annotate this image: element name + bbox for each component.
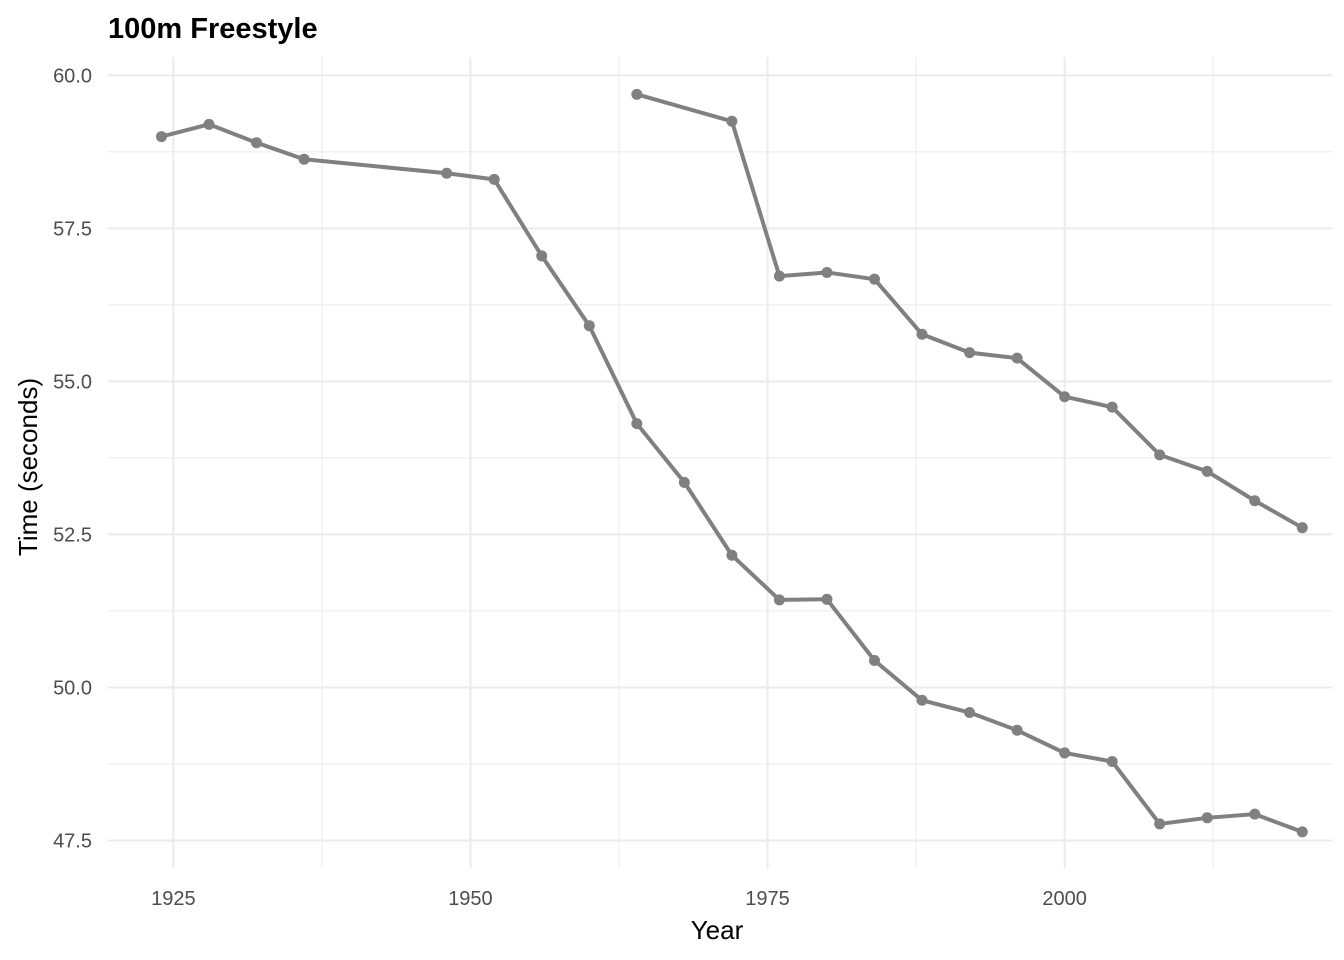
y-axis-tick-labels: 47.5 50.0 52.5 55.0 57.5 60.0	[53, 65, 92, 852]
x-tick-label: 1975	[745, 888, 790, 910]
series-1-point	[298, 153, 310, 165]
series-1-point	[203, 118, 215, 130]
minor-gridlines	[108, 57, 1332, 868]
series-1-point	[1011, 724, 1023, 736]
series-layer	[155, 88, 1308, 838]
series-2-point	[868, 273, 880, 285]
series-2-line	[634, 92, 1305, 530]
y-tick-label: 50.0	[53, 677, 92, 699]
series-2-point	[1201, 465, 1213, 477]
series-2-point	[821, 266, 833, 278]
series-2-point	[773, 270, 785, 282]
series-1-point	[1201, 812, 1213, 824]
series-1-point	[441, 167, 453, 179]
series-1-point	[251, 137, 263, 149]
series-1-point	[583, 320, 595, 332]
series-1-point	[536, 250, 548, 262]
series-1-point	[821, 593, 833, 605]
y-axis-title: Time (seconds)	[13, 378, 43, 556]
series-2-point	[1296, 522, 1308, 534]
series-1-point	[964, 707, 976, 719]
y-tick-label: 55.0	[53, 371, 92, 393]
series-1-point	[488, 173, 500, 185]
series-2-point	[1249, 495, 1261, 507]
chart-title: 100m Freestyle	[108, 13, 318, 45]
series-1-point	[868, 655, 880, 667]
series-1-point	[155, 131, 167, 143]
y-tick-label: 47.5	[53, 830, 92, 852]
series-2-point	[1106, 401, 1118, 413]
series-2-point	[726, 115, 738, 127]
y-tick-label: 57.5	[53, 218, 92, 240]
series-1-point	[726, 549, 738, 561]
series-1-point	[773, 594, 785, 606]
y-tick-label: 60.0	[53, 65, 92, 87]
x-tick-label: 1950	[448, 888, 493, 910]
series-2-point	[964, 347, 976, 359]
series-2-point	[916, 328, 928, 340]
x-tick-label: 2000	[1042, 888, 1087, 910]
series-1-point	[678, 476, 690, 488]
series-1-point	[1249, 808, 1261, 820]
series-2-point	[1154, 449, 1166, 461]
x-tick-label: 1925	[151, 888, 196, 910]
series-1-line	[159, 122, 1305, 834]
series-1-point	[1059, 747, 1071, 759]
x-axis-tick-labels: 1925 1950 1975 2000	[151, 888, 1087, 910]
series-2-point	[1059, 391, 1071, 403]
x-axis-title: Year	[691, 915, 744, 945]
series-2-point	[631, 88, 643, 100]
series-1-point	[1106, 755, 1118, 767]
series-1-point	[631, 418, 643, 430]
series-1-point	[1154, 818, 1166, 830]
series-2-point	[1011, 352, 1023, 364]
series-1-point	[916, 694, 928, 706]
series-1-point	[1296, 826, 1308, 838]
major-gridlines	[108, 57, 1332, 868]
y-tick-label: 52.5	[53, 524, 92, 546]
